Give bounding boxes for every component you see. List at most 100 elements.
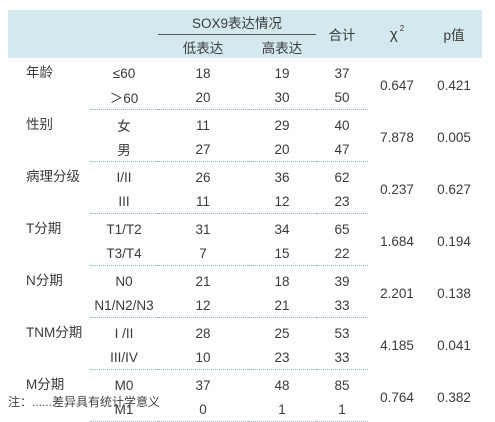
total-count: 65: [334, 221, 350, 237]
table-row: 年龄 ≤60 18 19 37 0.647 0.421: [8, 58, 482, 93]
subgroup-label: 男: [90, 137, 158, 162]
total-count: 33: [316, 345, 368, 370]
p-value: 0.627: [437, 181, 471, 197]
footnote: 注：......差异具有统计学意义: [8, 395, 161, 409]
total-count: 33: [316, 293, 368, 318]
low-count: 27: [158, 137, 248, 162]
header-p-value: p值: [426, 10, 482, 58]
high-count: 30: [248, 85, 316, 110]
low-count: 31: [195, 221, 211, 237]
variable-label: T分期: [26, 220, 62, 236]
high-count: 18: [274, 273, 290, 289]
subgroup-label: I /II: [114, 325, 134, 341]
table-row: T分期 T1/T2 31 34 65 1.684 0.194: [8, 214, 482, 249]
low-count: 12: [158, 293, 248, 318]
table-row: N1/N2/N3 12 21 33: [8, 293, 482, 318]
total-count: 22: [316, 241, 368, 266]
high-count: 36: [274, 169, 290, 185]
subgroup-label: III/IV: [90, 345, 158, 370]
total-count: 1: [316, 397, 368, 422]
variable-label: TNM分期: [26, 324, 83, 340]
high-count: 34: [274, 221, 290, 237]
table-body: 年龄 ≤60 18 19 37 0.647 0.421 ＞60 20 30 50 性别女 11 29 40 7…: [8, 58, 482, 422]
high-count: 20: [248, 137, 316, 162]
variable-label: 年龄: [26, 65, 53, 80]
table-row: N分期 N0 21 18 39 2.201 0.138: [8, 266, 482, 301]
p-value: 0.421: [437, 77, 471, 93]
low-count: 37: [195, 377, 211, 393]
total-count: 39: [334, 273, 350, 289]
p-value: 0.194: [437, 233, 471, 249]
subgroup-label: N0: [115, 273, 133, 289]
low-count: 26: [195, 169, 211, 185]
p-value: 0.005: [437, 129, 471, 145]
subgroup-label: III: [90, 189, 158, 214]
chi-square-value: 7.878: [380, 129, 414, 145]
chi-superscript: 2: [399, 23, 405, 33]
low-count: 0: [158, 397, 248, 422]
table-row: 病理分级 I/II 26 36 62 0.237 0.627: [8, 162, 482, 197]
high-count: 21: [248, 293, 316, 318]
p-value: 0.138: [437, 285, 471, 301]
table-row: M分期 M0 37 48 85 0.764 0.382: [8, 370, 482, 405]
total-count: 40: [334, 117, 350, 133]
low-count: 11: [158, 189, 248, 214]
total-count: 53: [334, 325, 350, 341]
table-row: 男 27 20 47: [8, 137, 482, 162]
chi-square-value: 4.185: [380, 337, 414, 353]
high-count: 48: [274, 377, 290, 393]
header-blank: [8, 10, 158, 58]
low-count: 10: [158, 345, 248, 370]
low-count: 11: [195, 117, 210, 133]
high-count: 25: [274, 325, 290, 341]
table-row: ＞60 20 30 50: [8, 85, 482, 110]
table-row: III 11 12 23: [8, 189, 482, 214]
table-row: TNM分期 I /II 28 25 53 4.185 0.041: [8, 318, 482, 353]
chi-square-value: 0.647: [380, 77, 414, 93]
header-high-expression: 高表达: [248, 34, 316, 58]
variable-label: 病理分级: [26, 168, 80, 184]
high-count: 15: [248, 241, 316, 266]
subgroup-label: T3/T4: [90, 241, 158, 266]
chi-square-value: 1.684: [380, 233, 414, 249]
table-row: T3/T4 7 15 22: [8, 241, 482, 266]
total-count: 37: [334, 65, 350, 81]
low-count: 18: [195, 65, 211, 81]
table-row: III/IV 10 23 33: [8, 345, 482, 370]
subgroup-label: T1/T2: [106, 221, 142, 237]
high-count: 12: [248, 189, 316, 214]
variable-label: N分期: [26, 272, 63, 288]
header-sox9-group: SOX9表达情况: [158, 10, 316, 35]
total-count: 85: [334, 377, 350, 393]
subgroup-label: ＞60: [90, 85, 158, 110]
header-total: 合计: [316, 10, 368, 58]
low-count: 7: [158, 241, 248, 266]
high-count: 23: [248, 345, 316, 370]
subgroup-label: 女: [117, 119, 131, 134]
chi-square-value: 2.201: [380, 285, 414, 301]
chi-square-value: 0.764: [380, 389, 414, 405]
high-count: 19: [274, 65, 290, 81]
subgroup-label: N1/N2/N3: [90, 293, 158, 318]
chi-symbol: χ: [389, 25, 398, 43]
table-row: 性别 女 11 29 40 7.878 0.005: [8, 110, 482, 145]
variable-label: M分期: [26, 376, 65, 392]
high-count: 1: [248, 397, 316, 422]
low-count: 28: [195, 325, 211, 341]
total-count: 50: [316, 85, 368, 110]
high-count: 29: [274, 117, 290, 133]
subgroup-label: I/II: [116, 169, 132, 185]
header-low-expression: 低表达: [158, 34, 248, 58]
total-count: 23: [316, 189, 368, 214]
low-count: 20: [158, 85, 248, 110]
total-count: 62: [334, 169, 350, 185]
chi-square-value: 0.237: [380, 181, 414, 197]
total-count: 47: [316, 137, 368, 162]
p-value: 0.382: [437, 389, 471, 405]
subgroup-label: ≤60: [112, 65, 136, 81]
p-value: 0.041: [437, 337, 471, 353]
